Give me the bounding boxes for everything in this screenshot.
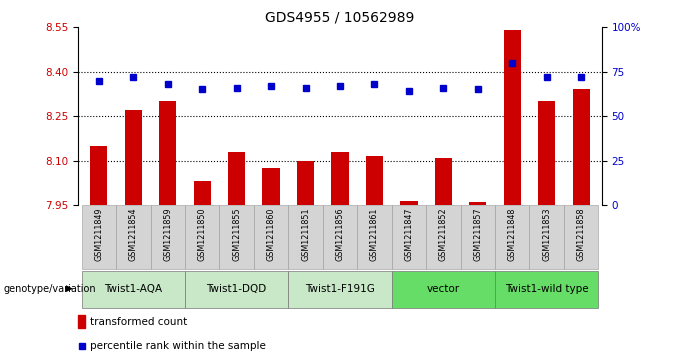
FancyBboxPatch shape — [254, 205, 288, 269]
Text: GSM1211847: GSM1211847 — [405, 208, 413, 261]
Bar — [331, 152, 349, 205]
Bar — [262, 168, 279, 205]
Text: ▶: ▶ — [66, 284, 73, 293]
Text: Twist1-F191G: Twist1-F191G — [305, 284, 375, 294]
Bar — [435, 158, 452, 205]
FancyBboxPatch shape — [530, 205, 564, 269]
FancyBboxPatch shape — [495, 271, 598, 308]
Bar — [90, 146, 107, 205]
FancyBboxPatch shape — [392, 271, 495, 308]
FancyBboxPatch shape — [357, 205, 392, 269]
FancyBboxPatch shape — [392, 205, 426, 269]
Bar — [78, 315, 85, 328]
FancyBboxPatch shape — [82, 205, 116, 269]
Bar — [194, 182, 211, 205]
FancyBboxPatch shape — [460, 205, 495, 269]
Text: genotype/variation: genotype/variation — [3, 284, 96, 294]
Bar — [228, 152, 245, 205]
Bar — [297, 160, 314, 205]
Text: Twist1-DQD: Twist1-DQD — [207, 284, 267, 294]
Bar — [124, 110, 142, 205]
FancyBboxPatch shape — [185, 271, 288, 308]
Title: GDS4955 / 10562989: GDS4955 / 10562989 — [265, 11, 415, 25]
FancyBboxPatch shape — [288, 205, 323, 269]
Text: GSM1211861: GSM1211861 — [370, 208, 379, 261]
FancyBboxPatch shape — [116, 205, 150, 269]
FancyBboxPatch shape — [288, 271, 392, 308]
Text: vector: vector — [427, 284, 460, 294]
Text: GSM1211854: GSM1211854 — [129, 208, 138, 261]
FancyBboxPatch shape — [426, 205, 460, 269]
FancyBboxPatch shape — [82, 271, 185, 308]
Text: GSM1211852: GSM1211852 — [439, 208, 448, 261]
Bar — [573, 89, 590, 205]
FancyBboxPatch shape — [185, 205, 220, 269]
Text: GSM1211850: GSM1211850 — [198, 208, 207, 261]
Text: transformed count: transformed count — [90, 317, 188, 327]
Bar — [401, 201, 418, 205]
Text: Twist1-wild type: Twist1-wild type — [505, 284, 588, 294]
Text: GSM1211859: GSM1211859 — [163, 208, 172, 261]
Text: GSM1211856: GSM1211856 — [335, 208, 345, 261]
Bar — [366, 156, 383, 205]
FancyBboxPatch shape — [323, 205, 357, 269]
Text: GSM1211849: GSM1211849 — [95, 208, 103, 261]
Bar — [159, 101, 176, 205]
Text: GSM1211860: GSM1211860 — [267, 208, 275, 261]
FancyBboxPatch shape — [150, 205, 185, 269]
Text: GSM1211853: GSM1211853 — [542, 208, 551, 261]
Text: GSM1211848: GSM1211848 — [508, 208, 517, 261]
Text: Twist1-AQA: Twist1-AQA — [104, 284, 163, 294]
Bar — [504, 30, 521, 205]
FancyBboxPatch shape — [564, 205, 598, 269]
Text: percentile rank within the sample: percentile rank within the sample — [90, 341, 266, 351]
Text: GSM1211851: GSM1211851 — [301, 208, 310, 261]
FancyBboxPatch shape — [495, 205, 530, 269]
Text: GSM1211857: GSM1211857 — [473, 208, 482, 261]
Text: GSM1211858: GSM1211858 — [577, 208, 585, 261]
Bar — [538, 101, 556, 205]
FancyBboxPatch shape — [220, 205, 254, 269]
Text: GSM1211855: GSM1211855 — [232, 208, 241, 261]
Bar — [469, 202, 486, 205]
